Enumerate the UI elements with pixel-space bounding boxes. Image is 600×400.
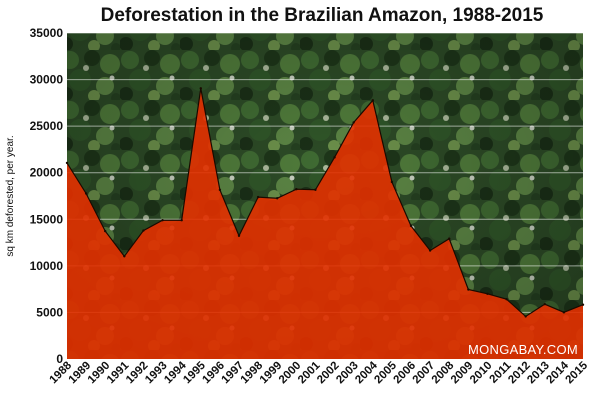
data-point-1992	[142, 229, 145, 232]
data-point-1994	[180, 219, 183, 222]
y-tick-label: 30000	[30, 73, 64, 87]
y-tick-label: 15000	[30, 212, 64, 226]
data-point-1989	[84, 192, 88, 195]
mongabay-watermark: MONGABAY.COM	[468, 342, 578, 357]
data-point-1988	[65, 161, 69, 165]
data-point-1990	[104, 229, 107, 233]
data-point-1995	[199, 87, 202, 90]
y-tick-label: 10000	[30, 259, 64, 273]
data-point-2006	[409, 224, 413, 228]
y-tick-label: 35000	[30, 26, 64, 40]
data-point-1991	[123, 255, 126, 258]
y-axis-ticks: 0 5000 10000 15000 20000 25000 30000 35000	[30, 26, 64, 366]
chart-title: Deforestation in the Brazilian Amazon, 1…	[101, 5, 544, 26]
data-point-2013	[543, 302, 546, 306]
data-point-2008	[448, 237, 451, 240]
data-point-2014	[562, 311, 566, 314]
data-point-2007	[428, 249, 432, 252]
data-point-2009	[467, 288, 470, 291]
data-point-2000	[295, 188, 298, 191]
data-point-2003	[352, 121, 355, 124]
y-tick-label: 0	[56, 352, 63, 366]
data-point-2004	[371, 99, 374, 102]
data-point-2012	[524, 315, 527, 318]
data-point-2015	[581, 303, 585, 306]
y-tick-label: 25000	[30, 119, 64, 133]
data-point-2001	[314, 188, 317, 191]
x-tick-label: 2015	[564, 359, 591, 386]
area-fill	[67, 88, 583, 359]
x-axis-ticks: 1988198919901991199219931994199519961997…	[48, 359, 591, 386]
data-point-1996	[218, 188, 222, 192]
data-point-2002	[333, 156, 336, 159]
y-axis-label: sq km deforested, per year.	[5, 135, 16, 256]
area-line	[66, 88, 584, 318]
data-point-1999	[276, 197, 279, 200]
data-point-1993	[161, 219, 164, 222]
data-point-2010	[486, 292, 489, 295]
data-point-1997	[237, 234, 241, 237]
y-tick-label: 20000	[30, 166, 64, 180]
data-area	[65, 87, 585, 359]
data-point-2005	[390, 180, 394, 184]
data-point-1998	[256, 195, 260, 199]
data-point-2011	[505, 298, 508, 301]
y-tick-label: 5000	[36, 305, 63, 319]
